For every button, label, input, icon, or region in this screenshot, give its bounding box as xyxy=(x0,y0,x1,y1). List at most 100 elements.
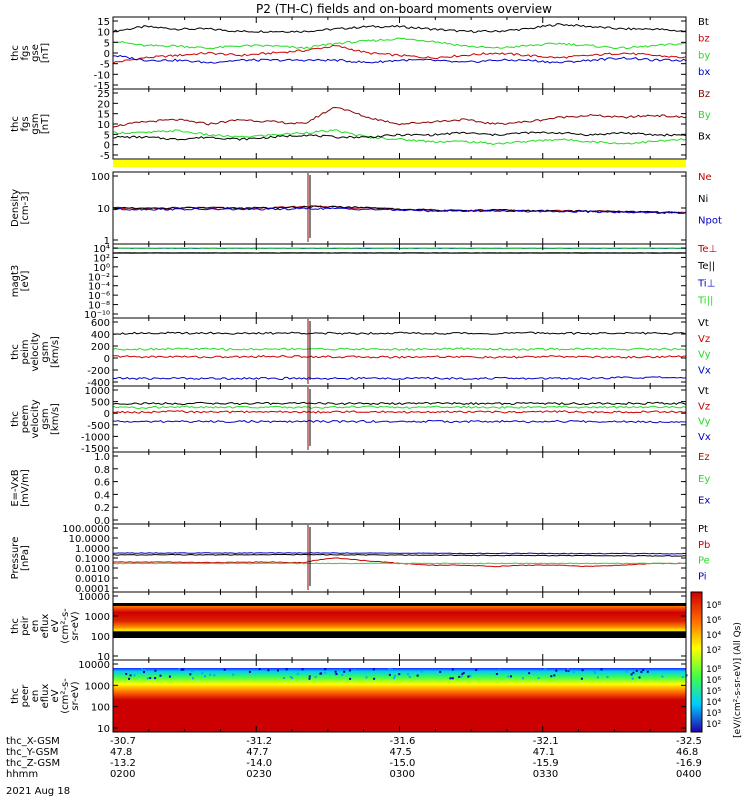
ephemeris-value: 0230 xyxy=(246,769,271,780)
heatmap-speckle xyxy=(642,669,645,672)
ytick-label: 10.0000 xyxy=(69,534,110,545)
ylabel-line: peem xyxy=(20,405,31,433)
heatmap-speckle xyxy=(143,671,145,674)
heatmap-speckle xyxy=(189,673,192,676)
legend-Vy: Vy xyxy=(698,350,711,361)
legend-Ne: Ne xyxy=(698,172,712,183)
ytick-label: 0 xyxy=(104,141,110,152)
colorbar-tick: 10⁴ xyxy=(706,631,721,641)
heatmap-speckle xyxy=(593,670,596,673)
colorbar-tick: 10⁴ xyxy=(706,698,721,708)
heatmap-speckle xyxy=(289,675,292,678)
ytick-label: 600 xyxy=(91,318,110,329)
heatmap-speckle xyxy=(372,668,375,671)
legend-Npot: Npot xyxy=(698,216,722,227)
heatmap-speckle xyxy=(141,668,144,671)
ephemeris-value: 0400 xyxy=(676,769,701,780)
ylabel-line: thc xyxy=(10,618,21,634)
ephemeris-value: 0200 xyxy=(110,769,135,780)
legend-Bx: Bx xyxy=(698,131,711,142)
heatmap-speckle xyxy=(348,669,351,672)
ytick-label: -5 xyxy=(100,151,110,162)
ylabel-line: [nPa] xyxy=(20,545,31,571)
legend-Pb: Pb xyxy=(698,540,710,551)
heatmap-fill xyxy=(113,604,686,638)
panel-peer: 10000 1000 100 10 thc peer en eflux eV (cm²-s-sr-… xyxy=(10,659,688,735)
ytick-label: 0.1000 xyxy=(75,554,110,565)
ytick-label: 0.8 xyxy=(94,465,110,476)
heatmap-speckle xyxy=(451,677,454,680)
colorbar-gradient xyxy=(690,591,703,733)
ytick-label: 25 xyxy=(97,89,110,100)
legend-By: By xyxy=(698,110,711,121)
heatmap-speckle xyxy=(630,673,633,676)
ytick-label: 100.0000 xyxy=(62,524,110,535)
series-Vx-line xyxy=(112,376,687,381)
heatmap-speckle xyxy=(349,677,352,680)
heatmap-speckle xyxy=(343,670,346,673)
heatmap-speckle xyxy=(640,670,643,673)
ytick-label: 0.4 xyxy=(94,490,110,501)
heatmap-speckle xyxy=(685,674,688,677)
ytick-label: 10 xyxy=(97,28,110,39)
ylabel-line: sr-eV) xyxy=(70,611,81,640)
legend-Ti: Ti⊥ xyxy=(697,278,715,289)
ytick-label: 10⁻⁶ xyxy=(88,291,110,302)
ephemeris-label: hhmm xyxy=(6,769,38,780)
data-quality-bar xyxy=(113,160,686,167)
series-Vz-line xyxy=(112,410,687,414)
ephemeris-value: -15.0 xyxy=(390,758,416,769)
heatmap-speckle xyxy=(201,672,204,675)
ytick-label: 1000 xyxy=(85,386,110,397)
ytick-label: 10000 xyxy=(78,660,110,671)
ytick-label: 0.0100 xyxy=(75,564,110,575)
colorbar-tick: 10⁸ xyxy=(706,665,721,675)
ytick-label: 10000 xyxy=(78,592,110,603)
panel-frame xyxy=(112,88,687,160)
ytick-label: 10 xyxy=(97,724,110,735)
ephemeris-value: -15.9 xyxy=(533,758,559,769)
heatmap-speckle xyxy=(133,674,136,677)
heatmap-speckle xyxy=(596,676,599,679)
ytick-label: 20 xyxy=(97,99,110,110)
ytick-label: 10⁻⁸ xyxy=(88,301,110,312)
heatmap-speckle xyxy=(460,675,463,678)
ytick-label: 0.6 xyxy=(94,478,110,489)
ylabel-line: eflux xyxy=(40,614,51,639)
ytick-label: -10 xyxy=(94,70,110,81)
heatmap-speckle xyxy=(469,674,472,677)
ytick-label: 10⁻² xyxy=(88,272,110,283)
ytick-label: 400 xyxy=(91,330,110,341)
series-Pt-line xyxy=(112,553,687,557)
heatmap-speckle xyxy=(314,675,317,678)
heatmap-speckle xyxy=(475,668,478,671)
legend-Vt: Vt xyxy=(698,386,709,397)
ephemeris-value: -31.6 xyxy=(390,736,416,747)
ephemeris-label: thc_Y-GSM xyxy=(6,747,58,758)
ephemeris-value: -32.5 xyxy=(676,736,702,747)
ytick-label: 100 xyxy=(91,632,110,643)
legend-Ti: Ti|| xyxy=(697,296,713,307)
legend-Te: Te|| xyxy=(697,261,715,272)
heatmap-speckle xyxy=(565,669,568,672)
heatmap-speckle xyxy=(661,675,664,678)
panel-frame xyxy=(112,385,687,453)
ytick-label: 0 xyxy=(104,354,110,365)
heatmap-speckle xyxy=(567,668,569,671)
heatmap-speckle xyxy=(507,675,510,678)
heatmap-speckle xyxy=(282,677,285,680)
heatmap-speckle xyxy=(408,675,411,678)
ytick-label: 10⁰ xyxy=(93,263,110,274)
ytick-label: 0.0001 xyxy=(75,584,110,595)
heatmap-speckle xyxy=(191,670,194,673)
panel-pressure: 100.000010.00001.00000.10000.01000.00100… xyxy=(10,523,710,595)
heatmap-speckle xyxy=(393,677,396,680)
heatmap-speckle xyxy=(258,668,261,671)
heatmap-speckle xyxy=(550,675,553,678)
ytick-label: 15 xyxy=(97,17,110,28)
ylabel-line: velocity xyxy=(30,399,41,438)
